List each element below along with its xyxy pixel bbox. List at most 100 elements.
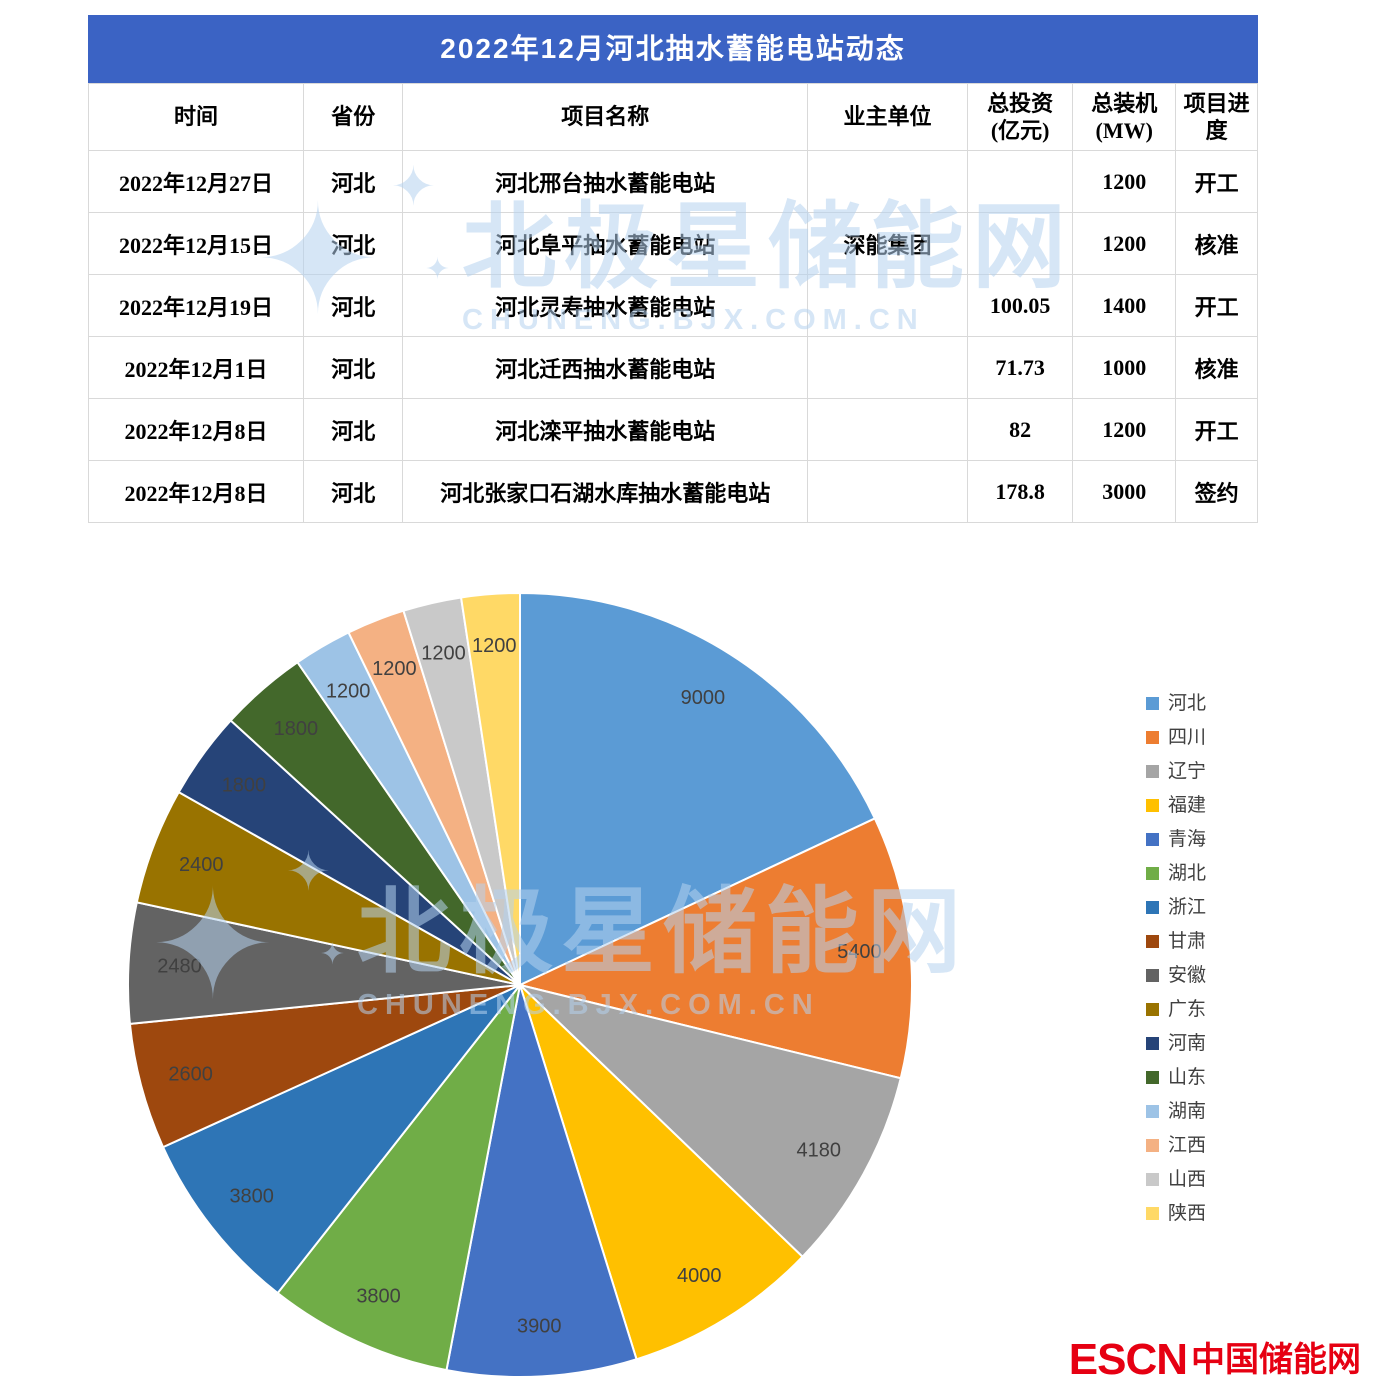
table-row: 2022年12月27日 河北 河北邢台抽水蓄能电站 1200 开工 bbox=[87, 150, 1258, 213]
pie-slice bbox=[519, 984, 804, 1361]
table-cell: 河北阜平抽水蓄能电站 bbox=[402, 212, 808, 275]
pie-slice-label: 1800 bbox=[274, 718, 319, 740]
legend-swatch-icon bbox=[1146, 1172, 1159, 1186]
pie-slice-label: 9000 bbox=[681, 687, 726, 709]
table-cell: 开工 bbox=[1175, 398, 1258, 461]
legend-swatch-icon bbox=[1146, 866, 1159, 880]
legend-swatch-icon bbox=[1146, 1138, 1159, 1152]
table-cell: 1200 bbox=[1072, 398, 1177, 461]
legend-swatch-icon bbox=[1146, 764, 1159, 778]
legend-label: 河南 bbox=[1168, 1032, 1207, 1054]
pie-slice-label: 1200 bbox=[326, 680, 371, 702]
projects-data-table: 时间 省份 项目名称 业主单位 总投资 (亿元) 总装机 (MW) 项目进度 2022年12… bbox=[87, 83, 1258, 523]
pie-slice bbox=[517, 817, 913, 1080]
pie-slice-label: 1200 bbox=[472, 635, 517, 657]
legend-item: 江西 bbox=[1146, 1134, 1206, 1156]
pie-slice-label: 5400 bbox=[837, 941, 882, 963]
table-cell: 82 bbox=[967, 398, 1074, 461]
table-cell: 河北 bbox=[303, 398, 404, 461]
legend-item: 福建 bbox=[1146, 794, 1206, 816]
table-cell: 2022年12月8日 bbox=[87, 460, 305, 523]
table-cell: 1400 bbox=[1072, 274, 1177, 337]
pie-slice-label: 1200 bbox=[421, 643, 466, 665]
table-cell: 核准 bbox=[1175, 336, 1258, 399]
legend-label: 陕西 bbox=[1168, 1202, 1207, 1224]
pie-slice-label: 4180 bbox=[797, 1139, 842, 1161]
legend-item: 青海 bbox=[1146, 828, 1206, 850]
table-cell: 2022年12月27日 bbox=[87, 150, 305, 213]
legend-label: 青海 bbox=[1168, 828, 1207, 850]
legend-swatch-icon bbox=[1146, 1070, 1159, 1084]
table-cell: 1200 bbox=[1072, 212, 1177, 275]
table-row: 2022年12月1日 河北 河北迁西抽水蓄能电站 71.73 1000 核准 bbox=[87, 336, 1258, 399]
table-cell: 3000 bbox=[1072, 460, 1177, 523]
table-row: 2022年12月15日 河北 河北阜平抽水蓄能电站 深能集团 1200 核准 bbox=[87, 212, 1258, 275]
legend-item: 四川 bbox=[1146, 726, 1206, 748]
table-cell: 71.73 bbox=[967, 336, 1074, 399]
pie-slice bbox=[445, 984, 638, 1378]
table-cell bbox=[967, 212, 1074, 275]
pie-slice-label: 3900 bbox=[517, 1315, 562, 1337]
table-cell: 2022年12月15日 bbox=[87, 212, 305, 275]
legend-label: 四川 bbox=[1168, 726, 1207, 748]
legend-swatch-icon bbox=[1146, 900, 1159, 914]
legend-swatch-icon bbox=[1146, 1206, 1159, 1220]
table-cell: 河北灵寿抽水蓄能电站 bbox=[402, 274, 808, 337]
column-header: 项目名称 bbox=[402, 83, 808, 151]
column-header: 时间 bbox=[87, 83, 305, 151]
legend-item: 湖北 bbox=[1146, 862, 1206, 884]
table-cell: 100.05 bbox=[967, 274, 1074, 337]
table-cell: 签约 bbox=[1175, 460, 1258, 523]
legend-label: 湖北 bbox=[1168, 862, 1207, 884]
table-cell: 河北滦平抽水蓄能电站 bbox=[402, 398, 808, 461]
pie-slice-label: 2600 bbox=[168, 1064, 213, 1086]
pie-slice bbox=[519, 591, 877, 987]
pie-slice-label: 2400 bbox=[179, 854, 224, 876]
table-cell bbox=[806, 460, 969, 523]
legend-item: 山西 bbox=[1146, 1168, 1206, 1190]
pie-slice-label: 3800 bbox=[229, 1186, 274, 1208]
pie-slice-label: 1200 bbox=[372, 658, 417, 680]
escn-brand-cn-text: 中国储能网 bbox=[1191, 1341, 1361, 1379]
legend-label: 山西 bbox=[1168, 1168, 1207, 1190]
table-cell: 开工 bbox=[1175, 274, 1258, 337]
legend-label: 甘肃 bbox=[1168, 930, 1207, 952]
chart-legend: 河北 四川 辽宁 福建 青海 湖北 浙江 甘肃 安徽 广东 河南 山东 湖南 江西 山西 陕西 bbox=[1146, 692, 1206, 1236]
pie-slice bbox=[276, 984, 521, 1372]
legend-swatch-icon bbox=[1146, 1002, 1159, 1016]
legend-swatch-icon bbox=[1146, 968, 1159, 982]
table-cell: 2022年12月19日 bbox=[87, 274, 305, 337]
legend-item: 辽宁 bbox=[1146, 760, 1206, 782]
table-cell: 河北 bbox=[303, 212, 404, 275]
legend-swatch-icon bbox=[1146, 798, 1159, 812]
pie-slice-label: 1800 bbox=[222, 775, 266, 797]
table-cell: 河北张家口石湖水库抽水蓄能电站 bbox=[402, 460, 808, 523]
legend-item: 甘肃 bbox=[1146, 930, 1206, 952]
table-cell: 1200 bbox=[1072, 150, 1177, 213]
legend-item: 浙江 bbox=[1146, 896, 1206, 918]
projects-table: 2022年12月河北抽水蓄能电站动态 时间 省份 项目名称 业主单位 总投资 (亿元) 总… bbox=[87, 15, 1258, 523]
table-cell: 核准 bbox=[1175, 212, 1258, 275]
escn-brand-text: ESCN bbox=[1068, 1335, 1188, 1384]
legend-item: 河南 bbox=[1146, 1032, 1206, 1054]
table-row: 2022年12月19日 河北 河北灵寿抽水蓄能电站 100.05 1400 开工 bbox=[87, 274, 1258, 337]
table-header: 时间 省份 项目名称 业主单位 总投资 (亿元) 总装机 (MW) 项目进度 bbox=[87, 83, 1258, 151]
legend-label: 广东 bbox=[1168, 998, 1207, 1020]
table-row: 2022年12月8日 河北 河北张家口石湖水库抽水蓄能电站 178.8 3000 签约 bbox=[87, 460, 1258, 523]
legend-item: 山东 bbox=[1146, 1066, 1206, 1088]
table-cell: 1000 bbox=[1072, 336, 1177, 399]
table-cell: 2022年12月1日 bbox=[87, 336, 305, 399]
legend-label: 安徽 bbox=[1168, 964, 1207, 986]
table-header-row: 时间 省份 项目名称 业主单位 总投资 (亿元) 总装机 (MW) 项目进度 bbox=[87, 83, 1258, 151]
table-cell: 河北 bbox=[303, 336, 404, 399]
pie-slice bbox=[161, 984, 521, 1295]
table-title: 2022年12月河北抽水蓄能电站动态 bbox=[88, 15, 1258, 83]
table-cell bbox=[806, 398, 969, 461]
column-header: 项目进度 bbox=[1175, 83, 1258, 151]
legend-item: 安徽 bbox=[1146, 964, 1206, 986]
table-cell: 深能集团 bbox=[806, 212, 969, 275]
legend-label: 河北 bbox=[1168, 692, 1207, 714]
legend-swatch-icon bbox=[1146, 730, 1159, 744]
table-cell: 河北邢台抽水蓄能电站 bbox=[402, 150, 808, 213]
legend-label: 浙江 bbox=[1168, 896, 1207, 918]
